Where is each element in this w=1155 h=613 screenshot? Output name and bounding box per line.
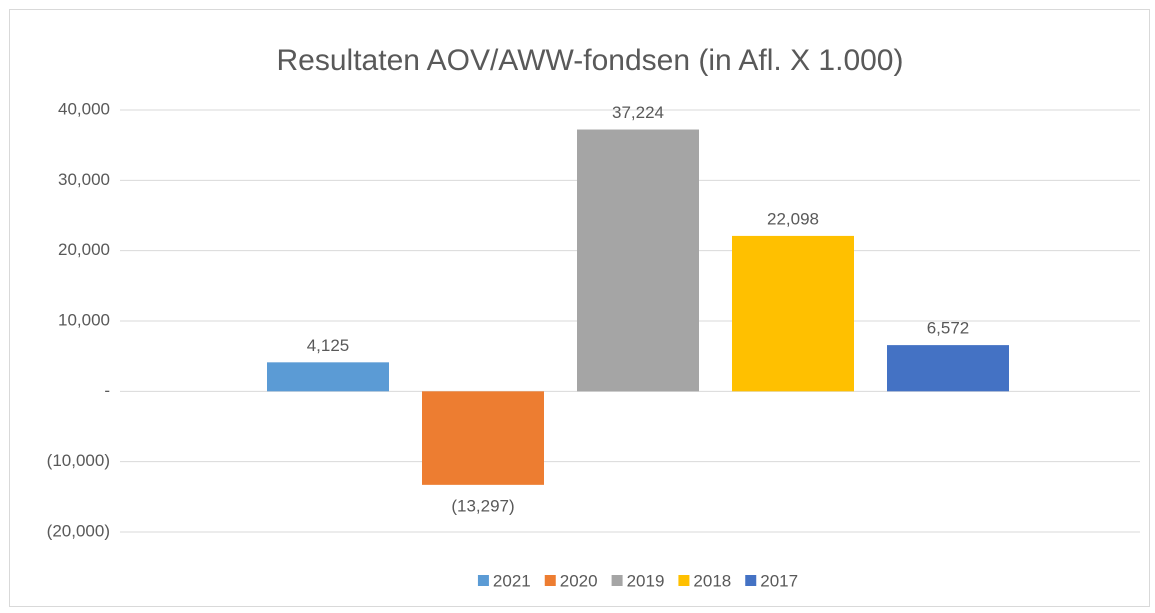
bar — [577, 129, 699, 392]
y-tick-label: 40,000 — [58, 99, 110, 118]
y-tick-label: (20,000) — [47, 521, 110, 540]
y-tick-label: - — [104, 381, 110, 400]
legend-label: 2019 — [627, 571, 665, 590]
chart-title: Resultaten AOV/AWW-fondsen (in Afl. X 1.… — [277, 44, 904, 77]
bar — [267, 362, 389, 392]
legend-swatch — [745, 575, 757, 586]
bar — [732, 235, 854, 392]
y-tick-label: 30,000 — [58, 170, 110, 189]
legend-swatch — [678, 575, 690, 586]
legend-label: 2017 — [760, 571, 798, 590]
legend-swatch — [477, 575, 489, 586]
data-label: 22,098 — [767, 209, 819, 228]
y-tick-label: 20,000 — [58, 240, 110, 259]
legend-swatch — [611, 575, 623, 586]
legend-swatch — [544, 575, 556, 586]
legend-label: 2020 — [560, 571, 598, 590]
bar — [422, 391, 544, 485]
data-label: 37,224 — [612, 103, 664, 122]
data-label: (13,297) — [451, 496, 514, 515]
y-tick-label: 10,000 — [58, 310, 110, 329]
data-label: 4,125 — [307, 336, 350, 355]
legend-label: 2021 — [493, 571, 531, 590]
bar — [887, 345, 1009, 392]
data-label: 6,572 — [927, 319, 970, 338]
legend-label: 2018 — [693, 571, 731, 590]
y-tick-label: (10,000) — [47, 451, 110, 470]
